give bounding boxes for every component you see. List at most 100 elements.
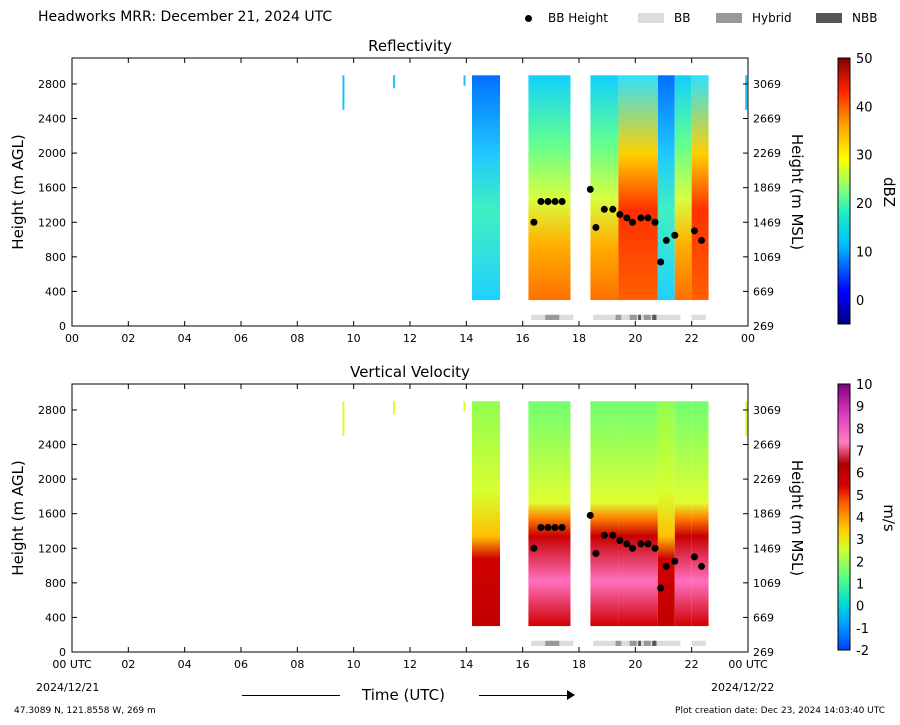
bb-type-bar: [652, 314, 657, 320]
creation-date-text: Plot creation date: Dec 23, 2024 14:03:4…: [675, 706, 885, 716]
y-tick-label-right: 1069: [753, 577, 781, 590]
x-tick-label: 22: [685, 332, 699, 345]
y-tick-label: 2000: [38, 147, 66, 160]
x-tick-label: 22: [685, 658, 699, 671]
bb-height-point: [644, 540, 652, 548]
y-tick-label-right: 2669: [753, 113, 781, 126]
y-tick-label-right: 669: [753, 285, 774, 298]
bb-height-point: [600, 205, 608, 213]
colorbar-tick-label: 10: [856, 245, 873, 260]
x-tick-label: 02: [121, 332, 135, 345]
x-tick-label: 06: [234, 658, 248, 671]
bb-height-point: [551, 198, 559, 206]
colorbar: [837, 57, 851, 325]
echo-region: [590, 75, 619, 301]
legend-label: BB Height: [548, 11, 608, 25]
y-tick-label-right: 2669: [753, 439, 781, 452]
bb-height-point: [644, 214, 652, 222]
legend-bb-height: BB Height: [520, 11, 608, 25]
y-axis-label: Height (m AGL): [9, 460, 27, 575]
echo-region: [657, 401, 675, 627]
y-tick-label-right: 1069: [753, 251, 781, 264]
echo-region: [471, 401, 501, 627]
echo-streak: [463, 75, 466, 86]
colorbar-tick-label: 0: [856, 294, 864, 309]
x-tick-label: 12: [403, 658, 417, 671]
colorbar-tick-label: 5: [856, 489, 864, 504]
echo-region: [471, 75, 501, 301]
y-tick-label: 1200: [38, 542, 66, 555]
y-tick-label: 2000: [38, 473, 66, 486]
x-axis-label: Time (UTC): [362, 686, 445, 704]
echo-streak: [342, 75, 345, 110]
colorbar-tick-label: 6: [856, 467, 864, 482]
bb-height-point: [558, 198, 566, 206]
echo-streak: [342, 401, 345, 436]
echo-streak: [463, 401, 466, 412]
legend-swatch: [816, 13, 842, 23]
y-tick-label-right: 1469: [753, 216, 781, 229]
echo-streak: [393, 401, 396, 415]
x-tick-label: 02: [121, 658, 135, 671]
legend-swatch: [716, 13, 742, 23]
x-tick-label: 18: [572, 332, 586, 345]
bb-height-point: [662, 236, 670, 244]
colorbar-tick-label: -1: [856, 622, 869, 637]
x-tick-label: 10: [347, 658, 361, 671]
bb-type-bar: [643, 314, 651, 320]
legend-label: NBB: [852, 11, 878, 25]
bb-height-point: [662, 562, 670, 570]
colorbar-label: dBZ: [880, 177, 898, 207]
y-tick-label: 800: [45, 251, 66, 264]
echo-region: [691, 401, 709, 627]
x-tick-label: 00: [741, 332, 755, 345]
bb-height-point: [690, 553, 698, 561]
start-date: 2024/12/21: [36, 681, 100, 694]
bb-type-bar: [629, 640, 637, 646]
y-tick-label: 400: [45, 285, 66, 298]
echo-region: [674, 75, 692, 301]
bb-height-point: [609, 531, 617, 539]
x-tick-label: 00 UTC: [728, 658, 768, 671]
x-tick-label: 20: [628, 332, 642, 345]
colorbar-tick-label: 10: [856, 378, 873, 393]
echo-region: [674, 401, 692, 627]
bb-type-bar: [545, 640, 560, 646]
legend-nbb: NBB: [816, 11, 877, 25]
plot-title: Headworks MRR: December 21, 2024 UTC: [38, 9, 333, 25]
legend-bb: BB: [638, 11, 690, 25]
legend-label: BB: [674, 11, 691, 25]
y-axis-label: Height (m AGL): [9, 134, 27, 249]
bb-height-point: [537, 198, 545, 206]
legend-label: Hybrid: [752, 11, 792, 25]
bb-height-point: [698, 562, 706, 570]
bb-type-bar: [615, 640, 622, 646]
x-tick-label: 00: [65, 332, 79, 345]
echo-region: [590, 401, 619, 627]
legend-swatch: [638, 13, 664, 23]
bb-height-point: [623, 540, 631, 548]
y-tick-label: 800: [45, 577, 66, 590]
data-gap: [500, 401, 529, 627]
bb-height-point: [698, 236, 706, 244]
y-tick-label-right: 669: [753, 611, 774, 624]
colorbar-tick-label: 1: [856, 578, 864, 593]
bb-height-point: [637, 214, 645, 222]
colorbar-tick-label: 9: [856, 400, 864, 415]
y-tick-label: 2400: [38, 439, 66, 452]
y-tick-label: 2400: [38, 113, 66, 126]
colorbar-tick-label: 2: [856, 555, 864, 570]
bb-type-bar: [643, 640, 651, 646]
x-tick-label: 06: [234, 332, 248, 345]
arrow-head-icon: [567, 690, 575, 700]
x-tick-label: 04: [178, 658, 192, 671]
bb-height-point: [551, 524, 559, 532]
y-tick-label-right: 2269: [753, 473, 781, 486]
bb-type-bar: [652, 640, 657, 646]
bb-height-point: [623, 214, 631, 222]
legend-dot-icon: [525, 14, 532, 22]
bb-type-bar: [629, 314, 637, 320]
bb-type-bar: [638, 640, 641, 646]
